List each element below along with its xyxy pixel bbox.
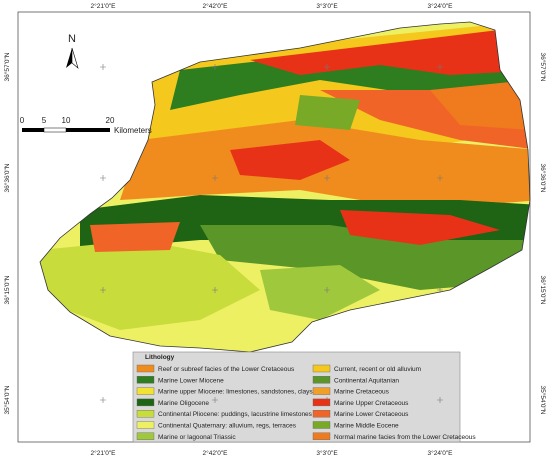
longitude-label: 2°42'0"E [203, 2, 229, 10]
north-label: N [68, 33, 76, 45]
grid-cross [437, 175, 443, 181]
grid-cross [212, 175, 218, 181]
grid-cross [437, 397, 443, 403]
latitude-label: 36°36'0"N [3, 163, 11, 192]
legend-label: Marine or lagoonal Triassic [158, 434, 236, 441]
legend-label: Marine Lower Cretaceous [334, 411, 409, 418]
grid-cross [100, 64, 106, 70]
legend-swatch [312, 387, 331, 395]
legend-label: Continental Quaternary: alluvium, regs, … [158, 423, 297, 430]
grid-cross [212, 287, 218, 293]
latitude-label: 36°15'0"N [3, 275, 11, 304]
latitude-label: 36°36'0"N [539, 164, 547, 193]
legend-swatch [136, 376, 155, 384]
legend-swatch [136, 398, 155, 407]
grid-cross [212, 64, 218, 70]
legend-label: Marine Upper Cretaceous [334, 400, 409, 407]
grid-cross [100, 397, 106, 403]
scale-bar [22, 127, 110, 133]
legend-label: Continental Aquitanian [334, 377, 399, 384]
legend-swatch [312, 376, 331, 384]
scale-unit: Kilometers [114, 126, 152, 135]
north-arrow [66, 47, 79, 69]
legend-swatch [312, 421, 331, 429]
legend-label: Marine Cretaceous [334, 389, 390, 396]
legend-swatch [312, 364, 331, 373]
scale-tick: 0 [20, 116, 25, 125]
legend-swatch [312, 410, 331, 418]
latitude-label: 35°54'0"N [3, 385, 11, 414]
longitude-label: 2°21'0"E [91, 2, 117, 10]
legend-swatch [136, 364, 155, 373]
grid-cross [100, 287, 106, 293]
grid-cross [437, 287, 443, 293]
grid-cross [324, 64, 330, 70]
longitude-label: 2°21'0"E [91, 449, 117, 457]
latitude-label: 36°15'0"N [539, 276, 547, 305]
scale-tick: 20 [106, 116, 115, 125]
legend-label: Normal marine facies from the Lower Cret… [334, 434, 476, 441]
region-outline [39, 21, 531, 353]
legend-title: Lithology [145, 354, 175, 361]
grid-cross [212, 397, 218, 403]
grid-cross [324, 287, 330, 293]
legend-swatch [136, 432, 155, 440]
legend-label: Marine Oligocene [158, 400, 209, 407]
latitude-label: 36°57'0"N [3, 52, 11, 81]
legend-label: Marine upper Miocene: limestones, sandst… [158, 389, 313, 396]
legend-box [132, 351, 461, 443]
grid-cross [100, 175, 106, 181]
longitude-label: 3°24'0"E [428, 449, 454, 457]
latitude-label: 35°54'0"N [539, 386, 547, 415]
scale-tick: 5 [42, 116, 47, 125]
legend-swatch [136, 421, 155, 429]
longitude-label: 2°42'0"E [203, 449, 229, 457]
longitude-label: 3°3'0"E [316, 2, 338, 10]
grid-cross [437, 64, 443, 70]
legend-label: Continental Pliocene: puddings, lacustri… [158, 411, 313, 418]
scale-tick: 10 [62, 116, 71, 125]
legend-swatch [136, 387, 155, 395]
legend-label: Marine Lower Miocene [158, 377, 224, 384]
legend-label: Reef or subreef facies of the Lower Cret… [158, 366, 295, 373]
legend-swatch [312, 432, 331, 440]
legend-label: Marine Middle Eocene [334, 423, 399, 430]
legend-swatch [312, 398, 331, 407]
grid-cross [324, 175, 330, 181]
legend-label: Current, recent or old alluvium [334, 366, 421, 373]
longitude-label: 3°3'0"E [316, 449, 338, 457]
latitude-label: 36°57'0"N [539, 53, 547, 82]
legend-swatch [136, 410, 155, 418]
longitude-label: 3°24'0"E [428, 2, 454, 10]
